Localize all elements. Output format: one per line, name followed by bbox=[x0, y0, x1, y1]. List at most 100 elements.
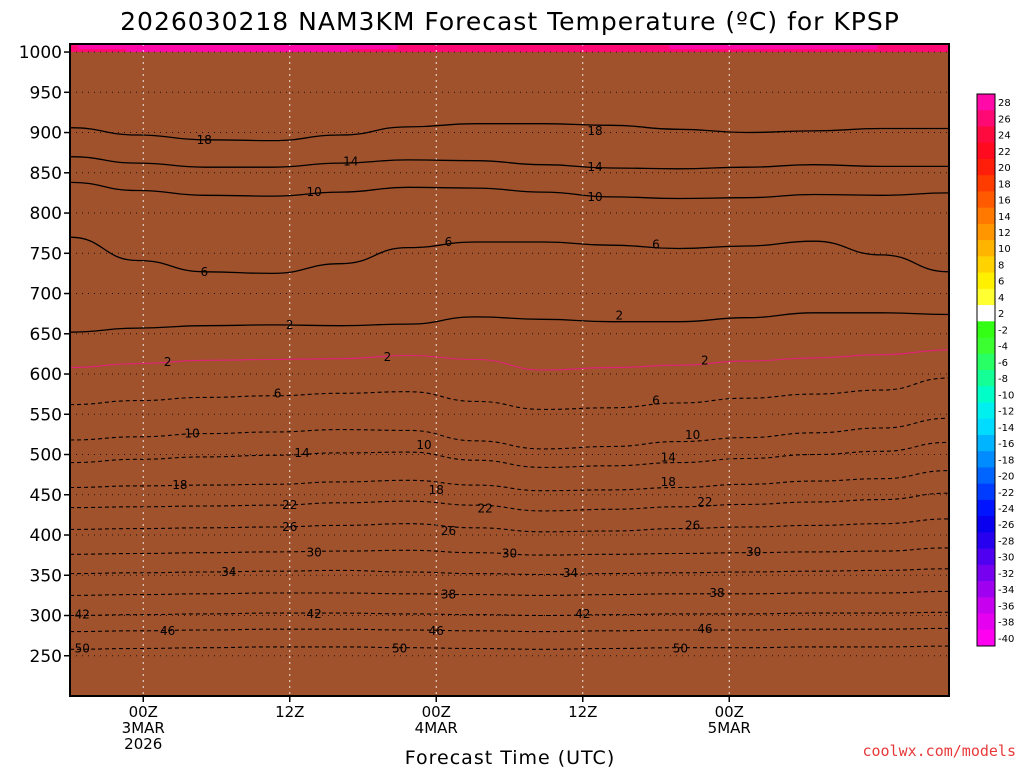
shade-cell bbox=[853, 49, 862, 55]
shade-cell bbox=[701, 49, 711, 55]
shade-cell bbox=[381, 49, 391, 55]
shade-cell bbox=[893, 49, 902, 55]
shade-cell bbox=[437, 44, 447, 50]
shade-cell bbox=[869, 49, 878, 55]
shade-cell bbox=[349, 49, 359, 55]
shade-cell bbox=[189, 49, 199, 55]
shade-cell bbox=[829, 44, 838, 50]
shade-cell bbox=[501, 44, 511, 50]
shade-cell bbox=[893, 44, 902, 50]
shade-cell bbox=[125, 44, 135, 50]
shade-cell bbox=[805, 49, 814, 55]
shade-cell bbox=[669, 49, 679, 55]
shade-cell bbox=[933, 49, 942, 55]
shade-cell bbox=[549, 49, 559, 55]
shade-cell bbox=[429, 49, 439, 55]
shade-cell bbox=[637, 49, 647, 55]
shade-cell bbox=[741, 44, 751, 50]
shade-cell bbox=[941, 49, 949, 55]
shade-cell bbox=[213, 49, 223, 55]
shade-cell bbox=[813, 44, 822, 50]
shade-cell bbox=[445, 44, 455, 50]
shade-cell bbox=[565, 44, 575, 50]
shade-cell bbox=[605, 44, 615, 50]
shade-cell bbox=[277, 49, 287, 55]
shade-cell bbox=[493, 49, 503, 55]
shade-cell bbox=[901, 44, 910, 50]
shade-cell bbox=[917, 44, 926, 50]
shade-cell bbox=[861, 44, 870, 50]
shade-cell bbox=[413, 44, 423, 50]
shade-cell bbox=[117, 49, 127, 55]
shade-cell bbox=[885, 49, 894, 55]
shade-cell bbox=[925, 44, 934, 50]
shade-cell bbox=[469, 49, 479, 55]
shade-cell bbox=[589, 49, 599, 55]
shade-cell bbox=[141, 44, 151, 50]
shade-cell bbox=[701, 44, 711, 50]
shade-cell bbox=[525, 49, 535, 55]
shade-cell bbox=[141, 49, 151, 55]
shade-cell bbox=[629, 44, 639, 50]
shade-cell bbox=[157, 49, 167, 55]
shade-cell bbox=[157, 44, 167, 50]
shade-cell bbox=[389, 44, 399, 50]
shade-cell bbox=[709, 44, 719, 50]
shade-cell bbox=[93, 44, 103, 50]
shade-cell bbox=[621, 44, 631, 50]
shade-cell bbox=[189, 44, 199, 50]
shade-cell bbox=[485, 44, 495, 50]
shade-cell bbox=[773, 44, 782, 50]
shade-cell bbox=[309, 49, 319, 55]
shade-cell bbox=[645, 49, 655, 55]
shade-cell bbox=[629, 49, 639, 55]
shade-cell bbox=[109, 44, 119, 50]
shade-cell bbox=[533, 44, 543, 50]
shade-cell bbox=[645, 44, 655, 50]
shade-cell bbox=[717, 49, 727, 55]
shade-cell bbox=[397, 49, 407, 55]
shade-cell bbox=[509, 44, 519, 50]
shade-cell bbox=[485, 49, 495, 55]
shade-cell bbox=[181, 44, 191, 50]
shade-cell bbox=[829, 49, 838, 55]
shade-cell bbox=[245, 44, 255, 50]
shade-cell bbox=[813, 49, 822, 55]
shade-cell bbox=[733, 49, 743, 55]
shade-cell bbox=[525, 44, 535, 50]
shade-cell bbox=[373, 44, 383, 50]
shade-cell bbox=[901, 49, 910, 55]
shade-cell bbox=[429, 44, 439, 50]
shade-cell bbox=[421, 49, 431, 55]
shade-cell bbox=[437, 49, 447, 55]
shade-cell bbox=[477, 49, 487, 55]
shade-cell bbox=[549, 44, 559, 50]
shade-cell bbox=[693, 49, 703, 55]
shade-cell bbox=[405, 49, 415, 55]
shade-cell bbox=[685, 44, 695, 50]
shade-cell bbox=[229, 49, 239, 55]
shade-cell bbox=[85, 44, 95, 50]
shade-cell bbox=[661, 44, 671, 50]
shade-cell bbox=[925, 49, 934, 55]
shade-cell bbox=[621, 49, 631, 55]
shade-cell bbox=[333, 44, 343, 50]
shade-cell bbox=[253, 44, 263, 50]
shade-cell bbox=[653, 49, 663, 55]
shade-cell bbox=[229, 44, 239, 50]
shade-cell bbox=[357, 49, 367, 55]
shade-cell bbox=[101, 44, 111, 50]
shade-cell bbox=[685, 49, 695, 55]
shade-cell bbox=[941, 44, 949, 50]
shade-cell bbox=[733, 44, 743, 50]
shade-cell bbox=[333, 49, 343, 55]
shade-cell bbox=[349, 44, 359, 50]
shade-cell bbox=[373, 49, 383, 55]
shade-cell bbox=[837, 49, 846, 55]
shade-cell bbox=[397, 44, 407, 50]
shade-cell bbox=[885, 44, 894, 50]
shade-cell bbox=[741, 49, 751, 55]
shade-cell bbox=[909, 49, 918, 55]
shade-cell bbox=[797, 44, 806, 50]
